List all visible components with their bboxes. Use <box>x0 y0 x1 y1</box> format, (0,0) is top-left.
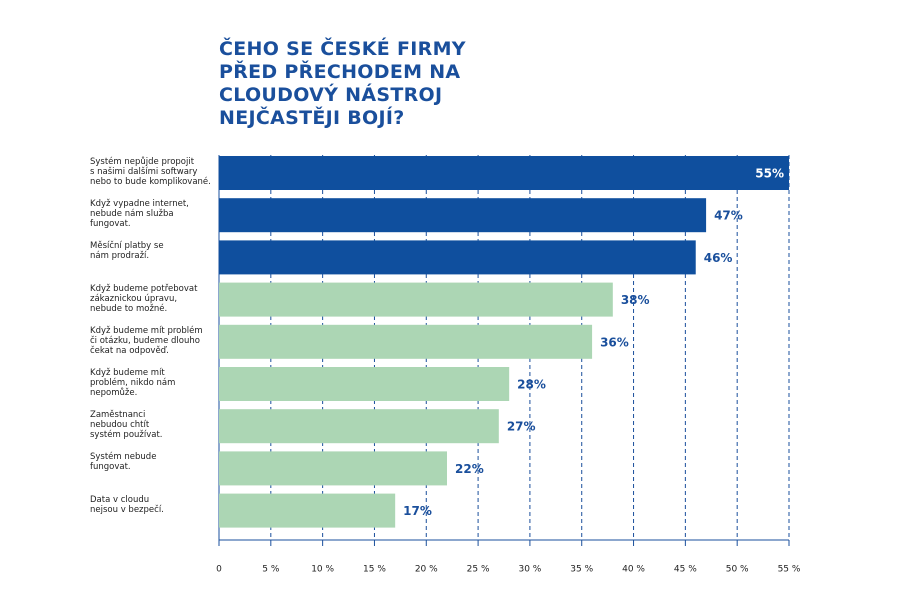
category-label: Systém nepůjde propojit s našimi dalšími… <box>90 157 211 187</box>
bar <box>219 240 696 275</box>
chart-title: ČEHO SE ČESKÉ FIRMY PŘED PŘECHODEM NA CL… <box>219 38 466 129</box>
bar <box>219 451 447 486</box>
category-label: Data v cloudu nejsou v bezpečí. <box>90 494 164 515</box>
bar <box>219 282 613 317</box>
x-tick-label: 30 % <box>518 565 541 575</box>
x-tick-label: 20 % <box>415 565 438 575</box>
value-label: 36% <box>600 335 629 349</box>
bar <box>219 409 499 444</box>
category-label: Zaměstnanci nebudou chtít systém používa… <box>90 410 163 441</box>
category-label: Když budeme potřebovat zákaznickou úprav… <box>90 283 198 314</box>
x-tick-label: 35 % <box>570 565 593 575</box>
value-label: 47% <box>714 209 743 223</box>
value-label: 27% <box>507 420 536 434</box>
bar <box>219 367 510 401</box>
x-tick-label: 55 % <box>778 565 801 575</box>
bar <box>219 324 593 359</box>
category-label: Když vypadne internet, nebude nám služba… <box>90 199 189 230</box>
value-label: 28% <box>517 378 546 392</box>
value-label: 22% <box>455 462 484 476</box>
bar <box>219 493 396 528</box>
category-label: Systém nebude fungovat. <box>90 452 157 473</box>
x-tick-label: 5 % <box>262 565 280 575</box>
x-tick-label: 15 % <box>363 565 386 575</box>
value-label: 17% <box>403 504 432 518</box>
x-tick-label: 0 <box>216 565 222 575</box>
x-tick-label: 40 % <box>622 565 645 575</box>
bar <box>219 156 789 190</box>
value-label: 46% <box>704 251 733 265</box>
value-label: 38% <box>621 293 650 307</box>
value-label: 55% <box>755 167 784 181</box>
category-label: Když budeme mít problém, nikdo nám nepom… <box>90 368 176 398</box>
category-label: Měsíční platby se nám prodraží. <box>90 241 164 262</box>
x-tick-label: 10 % <box>311 565 334 575</box>
category-label: Když budeme mít problém či otázku, budem… <box>90 325 203 356</box>
x-tick-label: 45 % <box>674 565 697 575</box>
x-tick-label: 50 % <box>726 565 749 575</box>
bar <box>219 198 707 233</box>
x-tick-label: 25 % <box>467 565 490 575</box>
